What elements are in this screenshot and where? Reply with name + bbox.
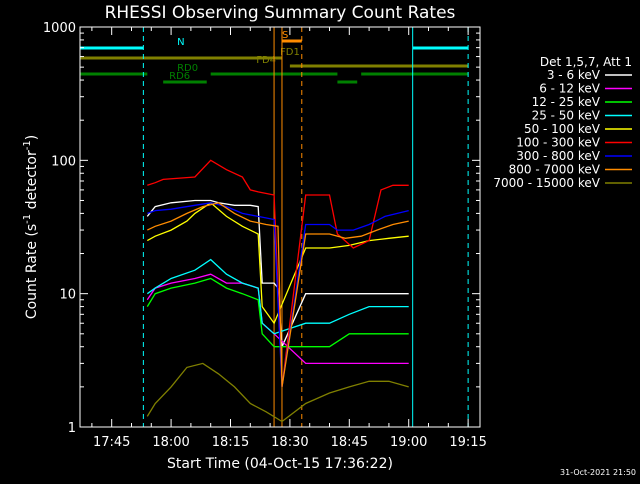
series-line-2 (146, 277, 409, 348)
y-axis-label-end: ) (24, 135, 40, 140)
y-tick-label: 1000 (43, 21, 76, 36)
y-tick-label: 10 (59, 288, 76, 303)
series-line-4 (146, 201, 409, 325)
x-tick-label: 19:15 (449, 435, 486, 450)
x-tick-label: 19:00 (390, 435, 427, 450)
series-line-8 (146, 362, 409, 423)
legend-label-7: 800 - 7000 keV (509, 163, 601, 177)
y-axis-label: Count Rate (s-1 detector-1) (22, 135, 40, 319)
x-tick-label: 18:45 (331, 435, 368, 450)
legend-label-2: 12 - 25 keV (532, 95, 601, 109)
flag-label-n: N (177, 37, 184, 48)
series-line-6 (147, 202, 409, 387)
x-tick-label: 18:30 (271, 435, 308, 450)
series-line-7 (147, 202, 409, 387)
legend-label-6: 300 - 800 keV (516, 149, 600, 163)
chart-title: RHESSI Observing Summary Count Rates (105, 3, 456, 23)
y-tick-label: 1 (68, 421, 76, 436)
y-axis-label-mid: detector (24, 150, 40, 214)
y-axis-label-sup1: -1 (22, 214, 33, 224)
series-group (146, 159, 409, 423)
flag-label-rd6: RD6 (169, 71, 190, 82)
plot-frame (79, 26, 481, 428)
series-line-5 (147, 159, 409, 387)
x-axis: 17:45 18:00 18:15 18:30 18:45 19:00 19:15 (91, 27, 487, 450)
legend-header: Det 1,5,7, Att 1 (540, 55, 632, 69)
series-line-0 (146, 199, 409, 347)
y-axis-label-main: Count Rate (s (24, 224, 40, 319)
y-axis: 1 10 100 1000 (43, 21, 480, 436)
flag-label-s: S (282, 30, 288, 41)
timestamp: 31-Oct-2021 21:50 (560, 468, 636, 477)
flag-label-fd1: FD1 (280, 47, 300, 58)
y-axis-label-sup2: -1 (22, 140, 33, 150)
series-line-3 (146, 258, 409, 335)
x-tick-label: 18:15 (212, 435, 249, 450)
x-axis-label: Start Time (04-Oct-15 17:36:22) (167, 456, 393, 472)
legend-label-1: 6 - 12 keV (539, 82, 601, 96)
legend-label-0: 3 - 6 keV (547, 68, 601, 82)
x-tick-label: 17:45 (93, 435, 130, 450)
legend-label-3: 25 - 50 keV (532, 109, 601, 123)
flag-label-rd0: RD0 (177, 63, 198, 74)
legend-label-5: 100 - 300 keV (516, 136, 600, 150)
legend-label-8: 7000 - 15000 keV (493, 176, 600, 190)
y-tick-label: 100 (51, 154, 76, 169)
x-tick-label: 18:00 (152, 435, 189, 450)
legend-label-4: 50 - 100 keV (524, 122, 601, 136)
flag-label-fd4: FD4 (256, 55, 276, 66)
